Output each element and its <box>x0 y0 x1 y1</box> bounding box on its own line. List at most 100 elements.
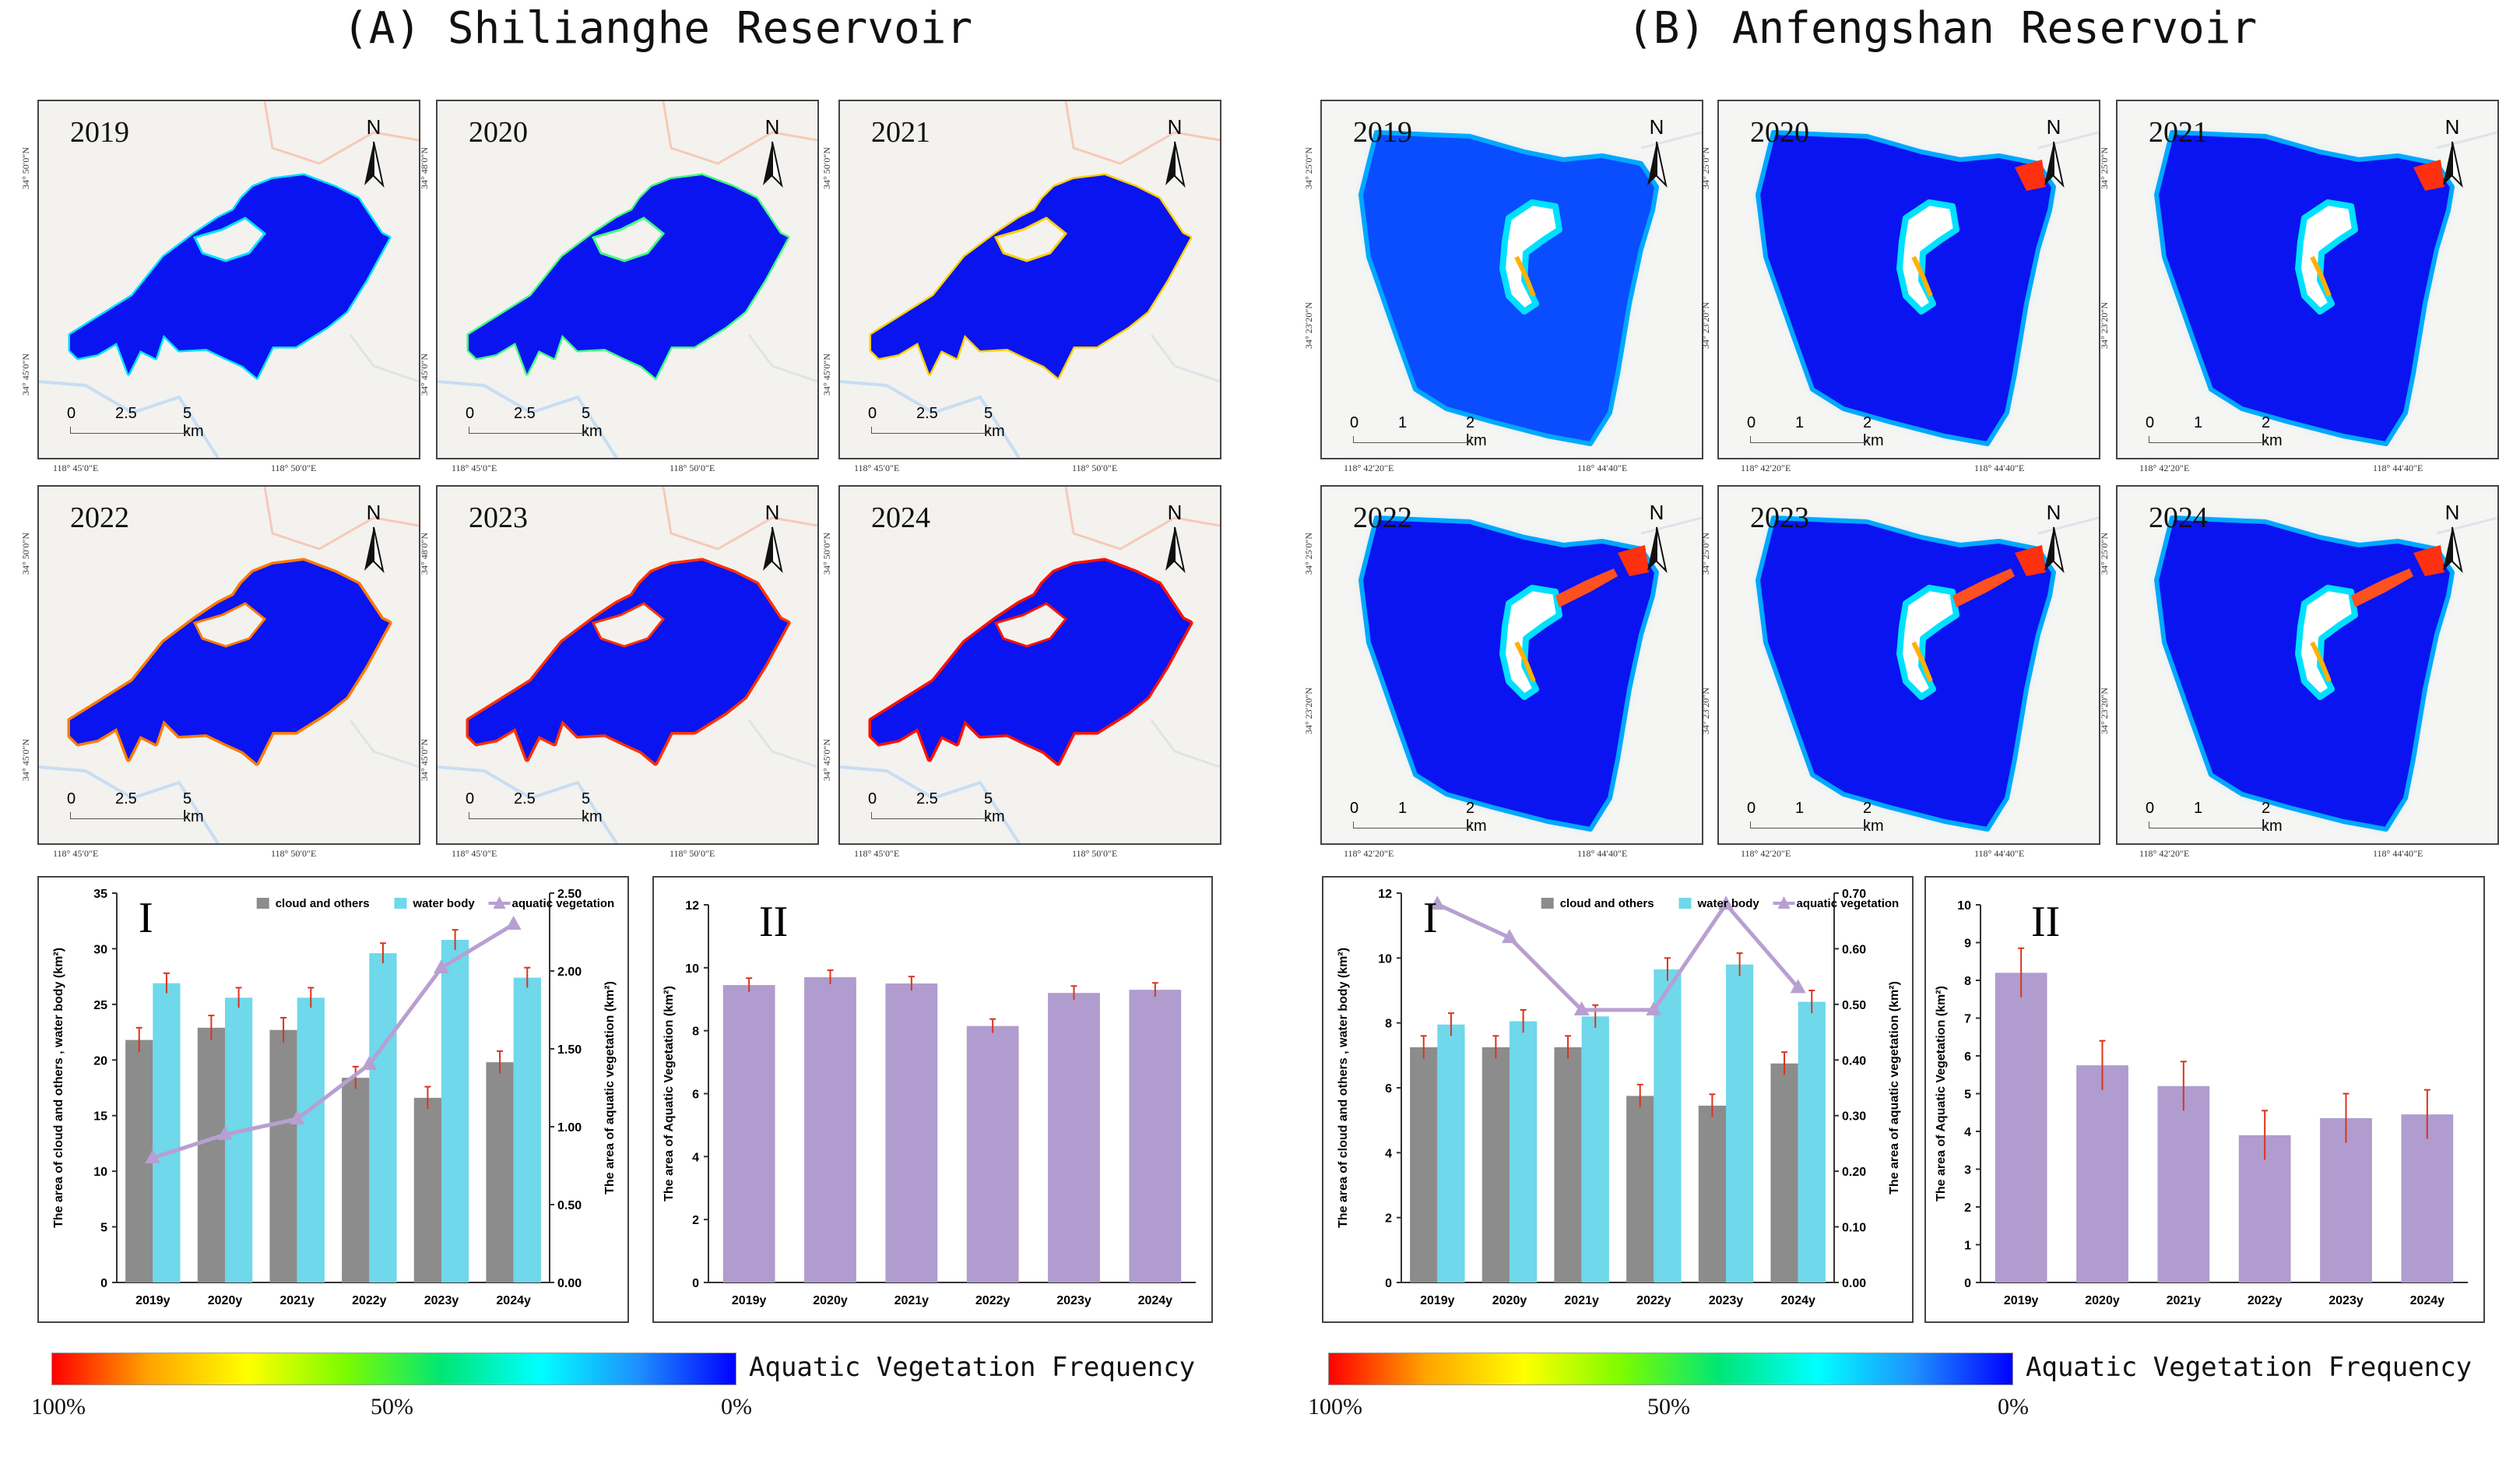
y-tick-label: 3 <box>1964 1164 1971 1177</box>
y-tick-label: 10 <box>685 962 699 976</box>
x-tick-label: 2023y <box>2328 1294 2364 1307</box>
legend-swatch <box>256 898 269 909</box>
map-right-2019: 2019 N 0 1 2 km <box>1320 100 1703 459</box>
lat-label-2: 34° 23′20″N <box>2099 301 2110 349</box>
y2-tick-label: 2.00 <box>557 966 582 979</box>
bar-vegetation <box>1995 973 2047 1282</box>
bar-cloud <box>197 1027 225 1282</box>
y2-tick-label: 0.00 <box>1842 1277 1866 1290</box>
lon-label-2: 118° 50′0″E <box>670 848 715 859</box>
north-arrow-icon: N <box>757 501 788 579</box>
y-tick-label: 2 <box>692 1214 699 1227</box>
scale-label-0: 0 <box>466 405 475 422</box>
scale-label-end: 5 km <box>984 790 1005 825</box>
y2-tick-label: 0.40 <box>1842 1054 1866 1068</box>
x-tick-label: 2019y <box>135 1294 170 1307</box>
y-axis-label: The area of Aquatic Vegetation (km²) <box>1935 986 1948 1201</box>
lat-label-2: 34° 23′20″N <box>1700 687 1711 734</box>
scale-label-0: 0 <box>868 790 877 807</box>
north-label: N <box>1649 115 1664 139</box>
lon-label-1: 118° 45′0″E <box>854 848 900 859</box>
legend-label: cloud and others <box>1560 897 1654 910</box>
lon-label-2: 118° 50′0″E <box>1072 463 1118 473</box>
north-arrow-icon: N <box>358 501 389 579</box>
lat-label-1: 34° 25′0″N <box>1303 532 1314 575</box>
north-label: N <box>366 115 381 139</box>
bar-vegetation <box>2320 1118 2372 1282</box>
y-tick-label: 7 <box>1964 1013 1971 1026</box>
y2-tick-label: 0.00 <box>557 1277 582 1290</box>
scale-label-0: 0 <box>67 405 76 422</box>
y-tick-label: 6 <box>692 1089 699 1102</box>
lon-label-2: 118° 44′40″E <box>2373 463 2423 473</box>
bar-cloud <box>1770 1063 1798 1282</box>
y-tick-label: 8 <box>692 1026 699 1039</box>
north-arrow-icon: N <box>2437 501 2468 579</box>
x-tick-label: 2020y <box>2085 1294 2120 1307</box>
scale-label-mid: 1 <box>2194 800 2203 817</box>
x-tick-label: 2020y <box>208 1294 243 1307</box>
map-year-label: 2021 <box>2149 116 2208 149</box>
bar-cloud <box>269 1029 297 1282</box>
lon-label-1: 118° 42′20″E <box>2139 463 2190 473</box>
x-tick-label: 2019y <box>732 1294 767 1307</box>
lat-label-2: 34° 45′0″N <box>20 738 31 781</box>
map-right-2021: 2021 N 0 1 2 km <box>2116 100 2499 459</box>
x-tick-label: 2024y <box>1780 1294 1815 1307</box>
bar-cloud <box>486 1062 514 1282</box>
map-right-2024: 2024 N 0 1 2 km <box>2116 485 2499 845</box>
y2-axis-label: The area of aquatic vegetation (km²) <box>1888 981 1901 1194</box>
lon-label-1: 118° 42′20″E <box>1344 463 1394 473</box>
map-right-2022-drawing <box>1358 515 1702 832</box>
north-label: N <box>764 115 780 139</box>
bar-vegetation <box>2076 1065 2128 1282</box>
scale-bar: 0 1 2 km <box>2146 414 2283 449</box>
chart-B-II-frame: 0 1 2 3 4 5 6 7 8 9 10 The area of Aquatic Vegetati… <box>1924 876 2485 1323</box>
lat-label-2: 34° 45′0″N <box>419 353 430 396</box>
panel-numeral: II <box>759 898 788 946</box>
y-tick-label: 2 <box>1385 1212 1392 1226</box>
y2-tick-label: 2.50 <box>557 888 582 901</box>
legend-100-right: 100% <box>1308 1394 1362 1420</box>
x-tick-label: 2022y <box>1636 1294 1671 1307</box>
map-left-2020: 2020 N 0 2.5 5 km <box>436 100 819 459</box>
x-tick-label: 2024y <box>1138 1294 1173 1307</box>
north-label: N <box>1167 115 1183 139</box>
lat-label-1: 34° 48′0″N <box>419 532 430 575</box>
x-tick-label: 2022y <box>2248 1294 2283 1307</box>
y-tick-label: 2 <box>1964 1201 1971 1215</box>
lon-label-1: 118° 45′0″E <box>53 463 99 473</box>
north-arrow-icon: N <box>757 115 788 193</box>
lat-label-2: 34° 45′0″N <box>419 738 430 781</box>
map-right-2023-drawing <box>1756 515 2099 832</box>
legend-label: aquatic vegetation <box>512 897 615 910</box>
north-label: N <box>2046 501 2061 524</box>
x-tick-label: 2021y <box>1564 1294 1599 1307</box>
y2-tick-label: 0.60 <box>1842 943 1866 956</box>
lat-label-1: 34° 50′0″N <box>20 146 31 189</box>
bar-cloud <box>1554 1047 1582 1282</box>
legend-swatch <box>1678 898 1692 909</box>
y-tick-label: 20 <box>93 1054 107 1068</box>
map-left-2022-drawing <box>39 487 419 843</box>
scale-label-0: 0 <box>466 790 475 807</box>
lat-label-2: 34° 45′0″N <box>20 353 31 396</box>
scale-label-end: 2 km <box>2262 800 2283 835</box>
line-aquatic-vegetation <box>1436 901 1800 1012</box>
bar-vegetation <box>1129 990 1182 1282</box>
lat-label-1: 34° 25′0″N <box>2099 532 2110 575</box>
y-tick-label: 1 <box>1964 1240 1971 1253</box>
x-tick-label: 2021y <box>2167 1294 2202 1307</box>
lon-label-1: 118° 42′20″E <box>1344 848 1394 859</box>
bar-cloud <box>1698 1105 1726 1282</box>
y-axis-label: The area of cloud and others , water bod… <box>1337 948 1350 1228</box>
legend-colorbar-left <box>51 1353 736 1385</box>
bar-vegetation <box>885 983 938 1282</box>
lon-label-1: 118° 42′20″E <box>1741 463 1791 473</box>
x-tick-label: 2024y <box>2410 1294 2445 1307</box>
map-year-label: 2021 <box>871 116 930 149</box>
lon-label-2: 118° 44′40″E <box>1577 463 1628 473</box>
lat-label-1: 34° 50′0″N <box>821 532 832 575</box>
legend-swatch <box>394 898 407 909</box>
y-tick-label: 12 <box>1378 888 1392 901</box>
